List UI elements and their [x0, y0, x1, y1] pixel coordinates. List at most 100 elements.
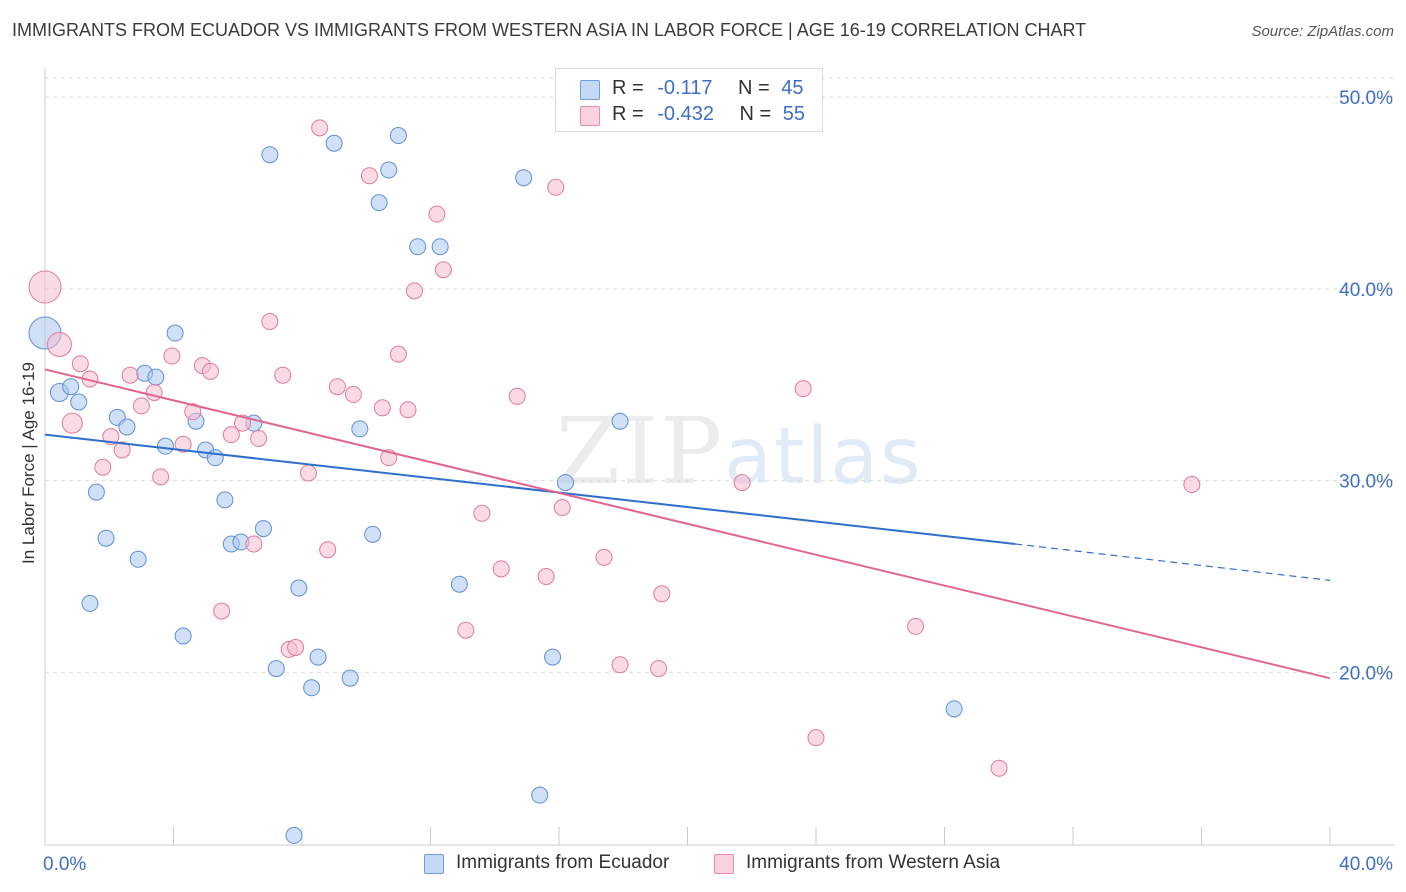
- ecuador-point: [267, 660, 285, 678]
- western-asia-point: [94, 458, 112, 476]
- western-asia-point: [319, 541, 337, 559]
- ecuador-point: [254, 520, 272, 538]
- western-asia-point: [794, 380, 812, 398]
- western-asia-point: [261, 313, 279, 331]
- legend-text-ecuador: R = -0.117 N = 45: [612, 77, 804, 100]
- legend-n-label: N =: [738, 77, 770, 99]
- western-asia-point: [807, 729, 825, 747]
- y-tick-label: 40.0%: [1339, 280, 1393, 301]
- ecuador-point: [325, 134, 343, 152]
- western-asia-point: [428, 205, 446, 223]
- ecuador-point: [380, 161, 398, 179]
- ecuador-point: [156, 437, 174, 455]
- legend-n-value: 55: [782, 103, 806, 125]
- western-asia-point: [234, 414, 252, 432]
- ecuador-point: [341, 669, 359, 687]
- western-asia-trend-line: [44, 368, 1331, 680]
- y-axis-label: In Labor Force | Age 16-19: [19, 362, 38, 564]
- western-asia-point: [553, 499, 571, 517]
- ecuador-point: [285, 826, 303, 844]
- chart-source: Source: ZipAtlas.com: [1251, 23, 1394, 40]
- western-asia-point: [113, 441, 131, 459]
- y-tick-label: 50.0%: [1339, 88, 1393, 109]
- western-asia-point: [537, 568, 555, 586]
- legend-n-label: N =: [739, 103, 772, 125]
- bottom-legend-swatch-ecuador: [424, 854, 444, 874]
- western-asia-point: [473, 504, 491, 522]
- western-asia-point: [222, 426, 240, 444]
- legend-r-value: -0.117: [657, 77, 713, 99]
- western-asia-point: [299, 464, 317, 482]
- western-asia-point: [287, 638, 305, 656]
- ecuador-point: [945, 700, 963, 718]
- western-asia-point: [132, 397, 150, 415]
- ecuador-point: [611, 412, 629, 430]
- ecuador-point: [556, 474, 574, 492]
- ecuador-point: [409, 238, 427, 256]
- ecuador-point: [309, 648, 327, 666]
- ecuador-point: [450, 575, 468, 593]
- ecuador-point: [97, 529, 115, 547]
- watermark-zip: ZIP: [556, 398, 725, 505]
- ecuador-point: [174, 627, 192, 645]
- ecuador-point: [431, 238, 449, 256]
- legend-swatch-ecuador: [580, 80, 600, 100]
- western-asia-point: [595, 548, 613, 566]
- ecuador-point: [81, 594, 99, 612]
- western-asia-point: [907, 617, 925, 635]
- western-asia-point: [990, 759, 1008, 777]
- western-asia-point: [733, 474, 751, 492]
- ecuador-point: [531, 786, 549, 804]
- ecuador-point: [261, 146, 279, 164]
- y-tick-label: 20.0%: [1339, 663, 1393, 684]
- ecuador-point: [370, 194, 388, 212]
- ecuador-point: [544, 648, 562, 666]
- western-asia-point: [492, 560, 510, 578]
- ecuador-point: [389, 127, 407, 145]
- western-asia-point: [653, 585, 671, 603]
- western-asia-point: [611, 656, 629, 674]
- ecuador-point: [147, 368, 165, 386]
- ecuador-point: [515, 169, 533, 187]
- western-asia-point: [389, 345, 407, 363]
- western-asia-point: [121, 366, 139, 384]
- western-asia-point: [245, 535, 263, 553]
- western-asia-point: [152, 468, 170, 486]
- correlation-legend: R = -0.117 N = 45 R = -0.432 N = 55: [555, 68, 823, 132]
- western-asia-point: [46, 332, 72, 358]
- ecuador-point: [290, 579, 308, 597]
- ecuador-point: [129, 550, 147, 568]
- ecuador-point: [364, 525, 382, 543]
- legend-n-value: 45: [781, 77, 804, 99]
- bottom-legend-label-western-asia: Immigrants from Western Asia: [746, 852, 1001, 873]
- western-asia-point: [28, 270, 62, 304]
- western-asia-point: [61, 412, 83, 434]
- bottom-legend-swatch-western-asia: [714, 854, 734, 874]
- y-tick-label: 30.0%: [1339, 472, 1393, 493]
- bottom-legend-label-ecuador: Immigrants from Ecuador: [456, 852, 670, 873]
- western-asia-point: [328, 378, 346, 396]
- western-asia-point: [457, 621, 475, 639]
- western-asia-point: [434, 261, 452, 279]
- ecuador-point: [118, 418, 136, 436]
- western-asia-point: [250, 429, 268, 447]
- legend-text-western-asia: R = -0.432 N = 55: [612, 103, 805, 126]
- western-asia-point: [102, 428, 120, 446]
- ecuador-point: [303, 679, 321, 697]
- ecuador-point: [351, 420, 369, 438]
- legend-swatch-western-asia: [580, 106, 600, 126]
- legend-r-label: R =: [612, 103, 644, 125]
- western-asia-point: [201, 362, 219, 380]
- x-tick-label: 0.0%: [43, 854, 86, 875]
- western-asia-point: [1183, 476, 1201, 494]
- western-asia-point: [213, 602, 231, 620]
- legend-r-value: -0.432: [657, 103, 714, 125]
- ecuador-point: [87, 483, 105, 501]
- western-asia-point: [405, 282, 423, 300]
- watermark: ZIPatlas: [556, 398, 923, 505]
- western-asia-point: [360, 167, 378, 185]
- western-asia-point: [174, 435, 192, 453]
- western-asia-point: [399, 401, 417, 419]
- western-asia-point: [274, 366, 292, 384]
